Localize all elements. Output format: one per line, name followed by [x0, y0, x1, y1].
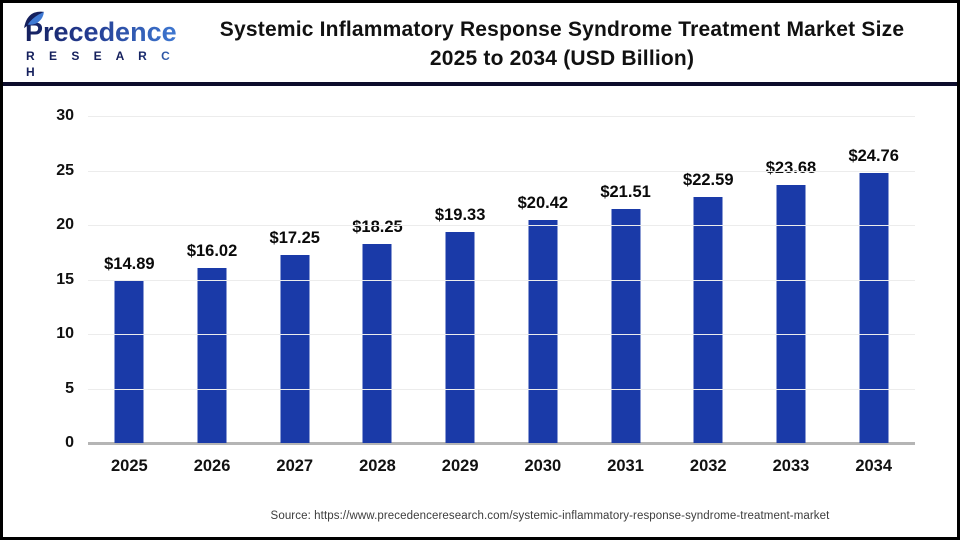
- bar-column-2033: $23.68: [750, 116, 833, 443]
- gridline-25: [88, 170, 915, 172]
- y-tick-label-5: 5: [65, 379, 74, 397]
- value-label-2025: $14.89: [104, 254, 155, 273]
- y-tick-label-20: 20: [56, 216, 74, 233]
- bar-column-2031: $21.51: [584, 116, 667, 443]
- x-tick-label-2033: 2033: [772, 457, 810, 475]
- x-tick-label-2032: 2032: [689, 457, 727, 475]
- bar-2031: [611, 208, 641, 443]
- x-axis-labels: 2025 2026 2027 2028 2029 2030 2031 2032 2033 2034: [88, 457, 915, 476]
- leaf-icon: [24, 11, 44, 29]
- gridline-30: [88, 116, 915, 117]
- value-label-2034: $24.76: [848, 147, 899, 166]
- bar-2027: [280, 254, 310, 443]
- y-tick-label-25: 25: [56, 161, 74, 179]
- header: Precedence R E S E A R C H Systemic Infl…: [3, 3, 957, 82]
- bar-2025: [114, 280, 144, 443]
- chart-title: Systemic Inflammatory Response Syndrome …: [181, 3, 957, 82]
- value-label-2031: $21.51: [600, 182, 651, 201]
- value-label-2028: $18.25: [352, 218, 403, 237]
- bar-2028: [362, 244, 392, 443]
- value-label-2030: $20.42: [517, 194, 569, 213]
- bar-column-2027: $17.25: [253, 116, 336, 443]
- x-tick-label-2034: 2034: [855, 457, 893, 475]
- value-label-2026: $16.02: [186, 242, 238, 261]
- x-tick-label-2029: 2029: [441, 457, 479, 475]
- bars-container: $14.89 $16.02 $17.25 $18.25 $19.33 $20.42 $21.…: [88, 116, 915, 443]
- gridline-20: [88, 225, 915, 226]
- x-tick-label-2028: 2028: [359, 457, 396, 475]
- x-tick-label-2025: 2025: [110, 457, 148, 475]
- bar-2034: [859, 173, 889, 443]
- value-label-2033: $23.68: [765, 158, 817, 177]
- gridline-10: [88, 334, 915, 335]
- brand-logo: Precedence R E S E A R C H: [23, 3, 181, 82]
- logo-subtitle: R E S E A R C H: [23, 48, 181, 80]
- bar-column-2026: $16.02: [171, 116, 254, 443]
- x-tick-label-2030: 2030: [524, 457, 562, 475]
- bar-2029: [445, 232, 475, 443]
- value-label-2032: $22.59: [683, 170, 734, 189]
- bar-column-2028: $18.25: [336, 116, 419, 443]
- x-axis-line: [88, 442, 915, 445]
- bar-column-2030: $20.42: [502, 116, 585, 443]
- bar-2032: [693, 196, 723, 443]
- x-tick-label-2031: 2031: [607, 457, 644, 475]
- gridline-5: [88, 388, 915, 390]
- bar-column-2032: $22.59: [667, 116, 750, 443]
- y-tick-label-15: 15: [56, 270, 74, 288]
- bar-column-2034: $24.76: [832, 116, 915, 443]
- logo-wordmark: Precedence: [23, 17, 181, 47]
- y-tick-label-0: 0: [65, 434, 74, 451]
- chart-title-line1: Systemic Inflammatory Response Syndrome …: [219, 18, 905, 41]
- value-label-2027: $17.25: [269, 228, 320, 247]
- bar-2033: [776, 184, 806, 443]
- header-divider: [3, 82, 957, 86]
- gridline-15: [88, 279, 915, 281]
- plot-area: $14.89 $16.02 $17.25 $18.25 $19.33 $20.42 $21.…: [56, 107, 915, 451]
- value-label-2029: $19.33: [434, 206, 486, 225]
- chart-title-line2: 2025 to 2034 (USD Billion): [429, 47, 695, 70]
- bar-2030: [528, 220, 558, 443]
- source-note: Source: https://www.precedenceresearch.c…: [270, 510, 830, 522]
- x-tick-label-2026: 2026: [193, 457, 231, 475]
- bar-column-2025: $14.89: [88, 116, 171, 443]
- bar-2026: [197, 268, 227, 443]
- y-tick-label-30: 30: [56, 107, 74, 124]
- y-tick-label-10: 10: [56, 325, 74, 342]
- x-tick-label-2027: 2027: [276, 457, 314, 475]
- bar-column-2029: $19.33: [419, 116, 502, 443]
